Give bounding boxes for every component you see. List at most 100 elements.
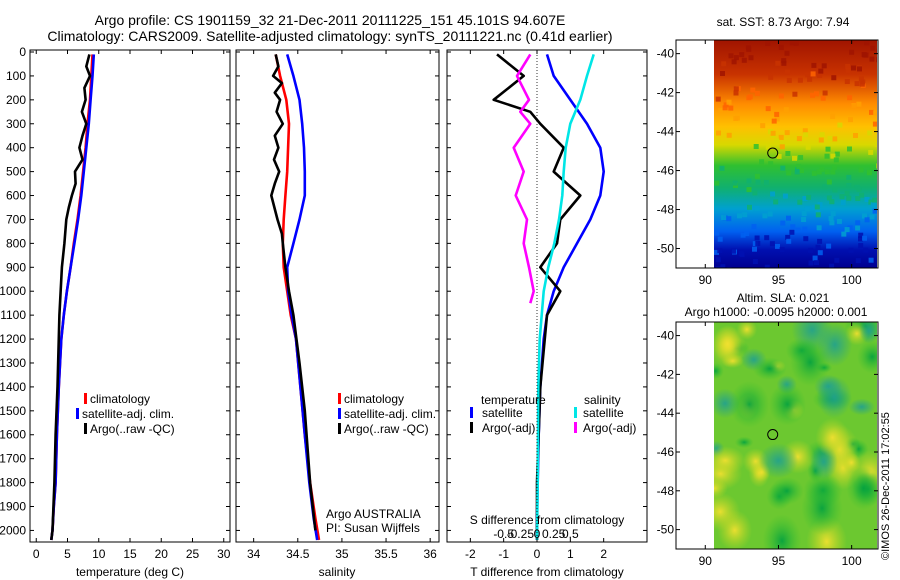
map-y-tick-label: -40 [657, 47, 675, 61]
sst-texture-cell [839, 194, 845, 200]
sla-texture-blob [859, 322, 877, 344]
legend-swatch-satellite [76, 408, 79, 419]
sst-texture-cell [824, 153, 830, 159]
sst-texture-cell [827, 136, 833, 141]
sst-texture-cell [854, 81, 860, 87]
sst-texture-cell [826, 195, 832, 201]
profile-lines [50, 53, 606, 541]
sst-texture-cell [717, 236, 723, 242]
sst-texture-cell [733, 86, 739, 92]
sst-texture-cell [812, 205, 817, 211]
legend-swatch-temp-argo [470, 422, 473, 433]
sst-texture-cell [782, 193, 788, 199]
sst-texture-cell [778, 134, 784, 140]
map-y-tick-label: -44 [657, 125, 675, 139]
salinity-legend: climatology satellite-adj. clim. Argo(..… [338, 392, 436, 436]
sst-texture-cell [754, 205, 760, 211]
series-line-argo-raw-qc- [50, 54, 92, 541]
sla-map-axes: 90 95 100 -40 -42 -44 -46 -48 -50 [657, 322, 878, 568]
figure-title-line2: Climatology: CARS2009. Satellite-adjuste… [47, 28, 613, 44]
depth-tick-label: 1000 [0, 284, 26, 298]
sst-texture-cell [817, 202, 823, 208]
sst-texture-cell [876, 57, 877, 63]
sst-texture-cell [811, 170, 817, 176]
difference-xlabel-top: S difference from climatology [470, 513, 625, 527]
sst-texture-cell [721, 61, 727, 67]
sst-texture-cell [837, 122, 843, 128]
sla-texture-blob [758, 443, 799, 479]
sst-texture-cell [845, 68, 851, 73]
x-tick-label: 0 [534, 547, 541, 561]
legend-swatch-climatology [338, 393, 341, 404]
sst-texture-cell [848, 247, 854, 253]
sst-texture-cell [733, 90, 739, 96]
depth-tick-label: 0 [19, 45, 26, 59]
sst-texture-cell [844, 227, 850, 233]
sst-texture-cell [764, 264, 770, 268]
sst-texture-cell [785, 151, 791, 156]
sst-texture-cell [732, 180, 738, 186]
sla-texture-blob [734, 436, 754, 449]
sst-texture-cell [863, 52, 869, 58]
sst-texture-cell [775, 60, 781, 66]
sst-texture-cell [847, 95, 853, 101]
sst-texture-cell [798, 155, 804, 161]
sst-texture-cell [752, 259, 758, 264]
argo-annotation-line1: Argo AUSTRALIA [326, 507, 421, 521]
sst-texture-cell [779, 247, 785, 253]
sst-texture-cell [822, 90, 828, 96]
sst-texture-cell [872, 208, 877, 214]
argo-annotation-line2: PI: Susan Wijffels [326, 521, 420, 535]
sst-texture-cell [846, 174, 852, 180]
temperature-legend: climatology satellite-adj. clim. Argo(..… [76, 392, 175, 436]
sst-texture-cell [805, 144, 811, 150]
sst-texture-cell [845, 63, 851, 69]
sst-texture-cell [733, 116, 739, 121]
map-x-tick-label: 90 [699, 273, 713, 287]
sst-texture-cell [778, 93, 784, 99]
series-line-satellite-adj-clim- [285, 54, 319, 541]
sst-texture-cell [847, 146, 852, 152]
depth-tick-label: 400 [6, 141, 26, 155]
sst-texture-cell [864, 217, 870, 223]
sst-texture-cell [846, 195, 852, 201]
sst-texture-cell [728, 105, 734, 111]
sst-texture-cell [812, 255, 818, 261]
sst-texture-cell [829, 263, 835, 268]
sst-texture-cell [804, 206, 810, 212]
depth-tick-label: 800 [6, 236, 26, 250]
sst-texture-cell [765, 106, 771, 112]
sst-texture-cell [739, 252, 745, 258]
sst-texture-cell [768, 74, 774, 80]
sst-texture-cell [831, 75, 837, 81]
sst-texture-cell [765, 40, 771, 46]
map-y-tick-label: -46 [657, 445, 675, 459]
sla-texture-blob [714, 446, 746, 475]
x-tick-label: 5 [64, 547, 71, 561]
depth-tick-label: 1800 [0, 476, 26, 490]
sst-texture-cell [797, 77, 803, 83]
sst-texture-cell [774, 111, 780, 117]
sst-texture-cell [841, 231, 847, 237]
difference-panel-frame [446, 49, 648, 543]
sst-texture-cell [808, 247, 814, 253]
sst-texture-cell [733, 55, 739, 61]
sst-texture-cell [792, 91, 798, 97]
sst-texture-cell [844, 79, 850, 84]
x-tick-label: 10 [92, 547, 106, 561]
depth-tick-label: 1600 [0, 428, 26, 442]
sst-texture-cell [814, 91, 819, 97]
sst-texture-cell [785, 69, 790, 75]
sst-map-axes: 90 95 100 -40 -42 -44 -46 -48 -50 [657, 40, 878, 287]
sla-texture-blob [846, 466, 877, 510]
sst-texture-cell [737, 213, 742, 219]
x-tick-label: 34 [247, 547, 261, 561]
sst-texture-cell [746, 178, 752, 184]
sla-texture-blob [817, 322, 853, 367]
sst-texture-cell [814, 260, 819, 266]
depth-tick-label: 2000 [0, 523, 26, 537]
sst-texture-cell [744, 231, 750, 236]
sst-texture-cell [771, 118, 777, 124]
sst-texture-cell [824, 169, 830, 175]
sst-texture-cell [876, 48, 877, 54]
